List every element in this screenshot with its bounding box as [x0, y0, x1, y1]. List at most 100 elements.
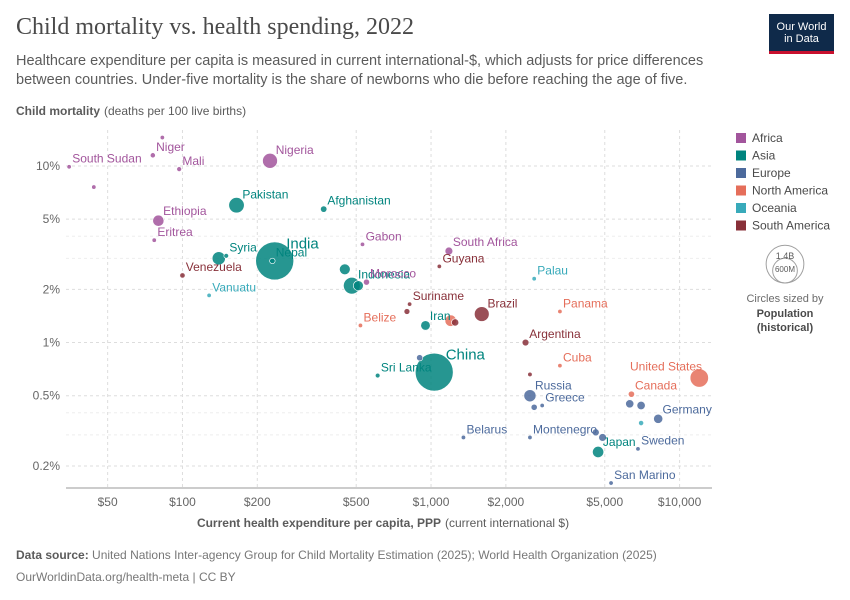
size-legend-small-circle — [772, 257, 798, 284]
gridlines — [66, 130, 712, 489]
point-afghanistan[interactable] — [320, 205, 328, 213]
point-vanuatu[interactable] — [206, 292, 212, 298]
footer-source: Data source: United Nations Inter-agency… — [16, 548, 657, 562]
point-mali[interactable] — [176, 166, 182, 172]
point-syria[interactable] — [223, 253, 229, 259]
point-somalia[interactable] — [91, 184, 97, 190]
point-chile[interactable] — [527, 371, 533, 377]
y-tick-label: 2% — [43, 282, 61, 296]
point-morocco[interactable] — [363, 278, 370, 286]
legend-swatch-africa — [736, 133, 746, 143]
label-afghanistan: Afghanistan — [327, 194, 390, 208]
legend-item-asia[interactable]: Asia — [752, 149, 776, 163]
point-belarus[interactable] — [460, 434, 466, 440]
point-italy[interactable] — [598, 433, 607, 442]
size-legend-small-label: 600M — [775, 265, 795, 274]
point-eritrea[interactable] — [151, 237, 157, 243]
label-vanuatu: Vanuatu — [212, 280, 256, 294]
label-greece: Greece — [545, 390, 585, 404]
point-ukraine[interactable] — [416, 354, 424, 362]
label-india: India — [286, 235, 319, 252]
label-san-marino: San Marino — [614, 468, 676, 482]
point-gabon[interactable] — [359, 241, 365, 247]
point-argentina[interactable] — [521, 338, 530, 347]
label-nepal: Nepal — [276, 246, 307, 260]
label-panama: Panama — [563, 296, 608, 310]
point-peru[interactable] — [403, 308, 411, 315]
point-palau[interactable] — [531, 276, 537, 282]
legend-swatch-europe — [736, 168, 746, 178]
legend-item-south-america[interactable]: South America — [752, 219, 830, 233]
legend-swatch-oceania — [736, 203, 746, 213]
legend-swatch-north-america — [736, 185, 746, 196]
point-cuba[interactable] — [557, 363, 563, 369]
region-legend[interactable]: Africa Asia Europe North America Oceania Sout… — [736, 131, 830, 233]
point-guyana[interactable] — [436, 263, 442, 269]
point-panama[interactable] — [557, 308, 563, 314]
y-tick-labels: 10% 5% 2% 1% 0.5% 0.2% — [33, 159, 61, 473]
legend-item-north-america[interactable]: North America — [752, 184, 828, 198]
point-greece[interactable] — [539, 402, 545, 408]
point-united-states[interactable] — [689, 368, 709, 388]
point-south-sudan[interactable] — [66, 164, 72, 170]
x-tick-label: $100 — [169, 495, 196, 509]
scatter-chart[interactable]: Child mortality (deaths per 100 live birt… — [0, 0, 850, 540]
y-tick-label: 10% — [36, 159, 60, 173]
point-belize[interactable] — [357, 322, 363, 328]
size-legend: 1.4B 600M Circles sized by Population (h… — [746, 244, 824, 334]
point-russia[interactable] — [523, 389, 537, 403]
point-ethiopia[interactable] — [152, 214, 165, 227]
point-suriname[interactable] — [407, 301, 413, 307]
label-pakistan: Pakistan — [242, 187, 288, 201]
point-montenegro[interactable] — [527, 434, 533, 440]
data-points[interactable] — [66, 135, 709, 486]
x-tick-label: $50 — [98, 495, 118, 509]
legend-item-africa[interactable]: Africa — [752, 131, 783, 145]
point-niger[interactable] — [149, 152, 156, 159]
legend-item-europe[interactable]: Europe — [752, 166, 791, 180]
point-nepal[interactable] — [269, 257, 276, 264]
source-label: Data source: — [16, 548, 89, 562]
label-sweden: Sweden — [641, 434, 684, 448]
point-nigeria[interactable] — [262, 153, 278, 169]
size-legend-big-label: 1.4B — [776, 251, 795, 261]
point-south-africa[interactable] — [444, 246, 454, 256]
label-belarus: Belarus — [467, 422, 508, 436]
x-tick-label: $200 — [244, 495, 271, 509]
label-argentina: Argentina — [529, 327, 581, 341]
point-pakistan[interactable] — [228, 197, 245, 214]
point-venezuela[interactable] — [179, 272, 186, 279]
point-france[interactable] — [636, 401, 646, 410]
x-axis-label-unit: (current international $) — [445, 516, 569, 530]
legend-item-oceania[interactable]: Oceania — [752, 201, 797, 215]
point-australia[interactable] — [638, 420, 644, 426]
label-cuba: Cuba — [563, 351, 592, 365]
point-san-marino[interactable] — [608, 480, 614, 486]
label-mali: Mali — [182, 154, 204, 168]
point-united-kingdom[interactable] — [625, 399, 635, 409]
point-chad[interactable] — [159, 135, 165, 141]
source-text: United Nations Inter-agency Group for Ch… — [92, 548, 657, 562]
y-tick-label: 1% — [43, 336, 61, 350]
point-brazil[interactable] — [474, 306, 490, 322]
point-vietnam[interactable] — [353, 280, 364, 291]
logo-line-1: Our World — [776, 20, 827, 33]
footer-url[interactable]: OurWorldinData.org/health-meta | CC BY — [16, 570, 236, 584]
label-iran: Iran — [430, 309, 451, 323]
point-canada[interactable] — [627, 390, 635, 398]
point-colombia[interactable] — [451, 318, 460, 327]
point-spain[interactable] — [591, 428, 600, 437]
label-palau: Palau — [537, 264, 568, 278]
point-poland[interactable] — [530, 403, 538, 411]
point-germany[interactable] — [653, 413, 664, 424]
label-morocco: Morocco — [370, 267, 416, 281]
owid-logo[interactable]: Our World in Data — [769, 14, 834, 54]
label-sri-lanka: Sri Lanka — [381, 360, 432, 374]
point-sweden[interactable] — [635, 446, 641, 452]
point-sri-lanka[interactable] — [375, 372, 381, 379]
chart-title: Child mortality vs. health spending, 202… — [16, 14, 414, 40]
point-philippines[interactable] — [339, 263, 351, 276]
point-iran[interactable] — [420, 320, 431, 331]
point-japan[interactable] — [592, 446, 605, 458]
point-china[interactable] — [414, 352, 454, 392]
